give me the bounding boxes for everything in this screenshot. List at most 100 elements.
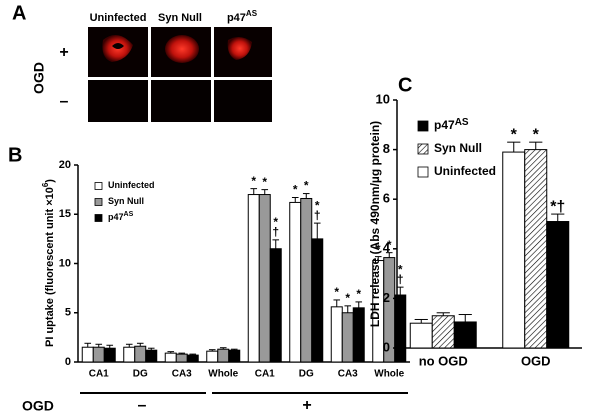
bar [206, 350, 219, 363]
error-bar [261, 189, 269, 195]
y-tick-label: 5 [65, 307, 71, 319]
significance-mark: † [314, 208, 321, 222]
error-bar [355, 301, 363, 308]
significance-mark: * [262, 175, 267, 189]
y-tick-label: 10 [376, 91, 390, 106]
error-bar [219, 347, 227, 350]
bar [217, 348, 230, 363]
bar [145, 349, 158, 363]
error-bar [208, 349, 216, 352]
legend-label: Syn Null [108, 196, 144, 206]
legend-swatch [417, 120, 429, 132]
significance-mark: * [356, 287, 361, 301]
legend-label: Syn Null [108, 196, 144, 206]
error-bar [529, 141, 543, 150]
error-bar [396, 286, 404, 296]
bar [300, 197, 313, 363]
error-bar [458, 314, 472, 322]
x-tick-label: CA3 [172, 369, 192, 380]
legend-label: Uninfected [108, 180, 155, 190]
significance-mark: * [304, 179, 309, 193]
legend-label: Uninfected [108, 180, 155, 190]
x-tick-label: DG [133, 369, 148, 380]
bar [289, 201, 302, 363]
error-bar [313, 222, 321, 239]
y-axis-label: LDH release (Abs 490nm/µg protein) [368, 121, 382, 327]
superscript: AS [246, 9, 258, 18]
y-axis-label: ) [44, 179, 56, 183]
column-label: p47AS [227, 9, 258, 24]
error-bar [250, 188, 258, 195]
error-bar [84, 342, 92, 348]
panel-label: A [12, 2, 26, 24]
legend-label: p47AS [108, 211, 134, 223]
column-label: Syn Null [158, 12, 202, 24]
y-tick-label: 0 [65, 356, 71, 368]
row-label: + [59, 44, 68, 61]
error-bar [167, 351, 175, 354]
significance-mark: * [345, 291, 350, 305]
bar [431, 315, 455, 349]
legend-label: Uninfected [434, 164, 496, 178]
error-bar [189, 353, 197, 356]
column-label: p47 [227, 12, 246, 24]
significance-mark: * [511, 126, 518, 143]
error-bar [291, 197, 299, 203]
significance-mark: * [387, 238, 392, 252]
error-bar [436, 312, 450, 316]
error-bar [551, 213, 565, 222]
x-tick-label: CA1 [255, 369, 275, 380]
significance-mark: † [397, 272, 404, 286]
y-tick-label: 2 [383, 290, 390, 305]
bar [524, 149, 548, 349]
legend-label: Syn Null [434, 141, 482, 155]
legend-swatch [94, 182, 103, 190]
superscript: AS [124, 211, 134, 218]
legend-swatch [417, 166, 429, 178]
significance-mark: * [533, 126, 540, 143]
significance-mark: * [376, 242, 381, 256]
bar [247, 194, 260, 363]
bar [81, 346, 94, 363]
superscript: AS [455, 117, 469, 128]
error-bar [507, 141, 521, 153]
legend-swatch [94, 214, 103, 222]
legend-swatch [94, 198, 103, 206]
bar [164, 352, 177, 363]
panel-label: B [8, 144, 22, 166]
y-tick-label: 20 [59, 159, 71, 171]
significance-mark: * [398, 262, 403, 276]
error-bar [95, 343, 103, 348]
bar [352, 307, 365, 363]
error-bar [125, 343, 133, 348]
error-bar [374, 256, 382, 261]
bar [92, 346, 105, 363]
error-bar [385, 252, 393, 258]
error-bar [272, 239, 280, 249]
superscript: 6 [41, 182, 50, 187]
significance-mark: * [315, 198, 320, 212]
bar [123, 346, 136, 363]
significance-mark: * [273, 215, 278, 229]
legend-label: p47AS [434, 117, 469, 133]
y-tick-label: 10 [59, 257, 71, 269]
row-label: – [60, 93, 69, 110]
error-bar [147, 347, 155, 351]
error-bar [414, 318, 428, 324]
legend-label: Syn Null [434, 141, 482, 155]
error-bar [302, 193, 310, 199]
x-tick-label: DG [299, 369, 314, 380]
x-tick-label: Whole [374, 369, 404, 380]
error-bar [344, 305, 352, 313]
bar [330, 306, 343, 363]
bar [269, 248, 282, 363]
y-tick-label: 0 [383, 339, 390, 354]
error-bar [136, 342, 144, 347]
row-title: OGD [31, 62, 47, 94]
y-axis-label: PI uptake (fluorescent unit ×10 [44, 187, 56, 347]
bar [409, 322, 433, 349]
bar [186, 354, 199, 363]
significance-mark: * [293, 183, 298, 197]
significance-mark: *† [550, 198, 565, 215]
error-bar [333, 299, 341, 307]
